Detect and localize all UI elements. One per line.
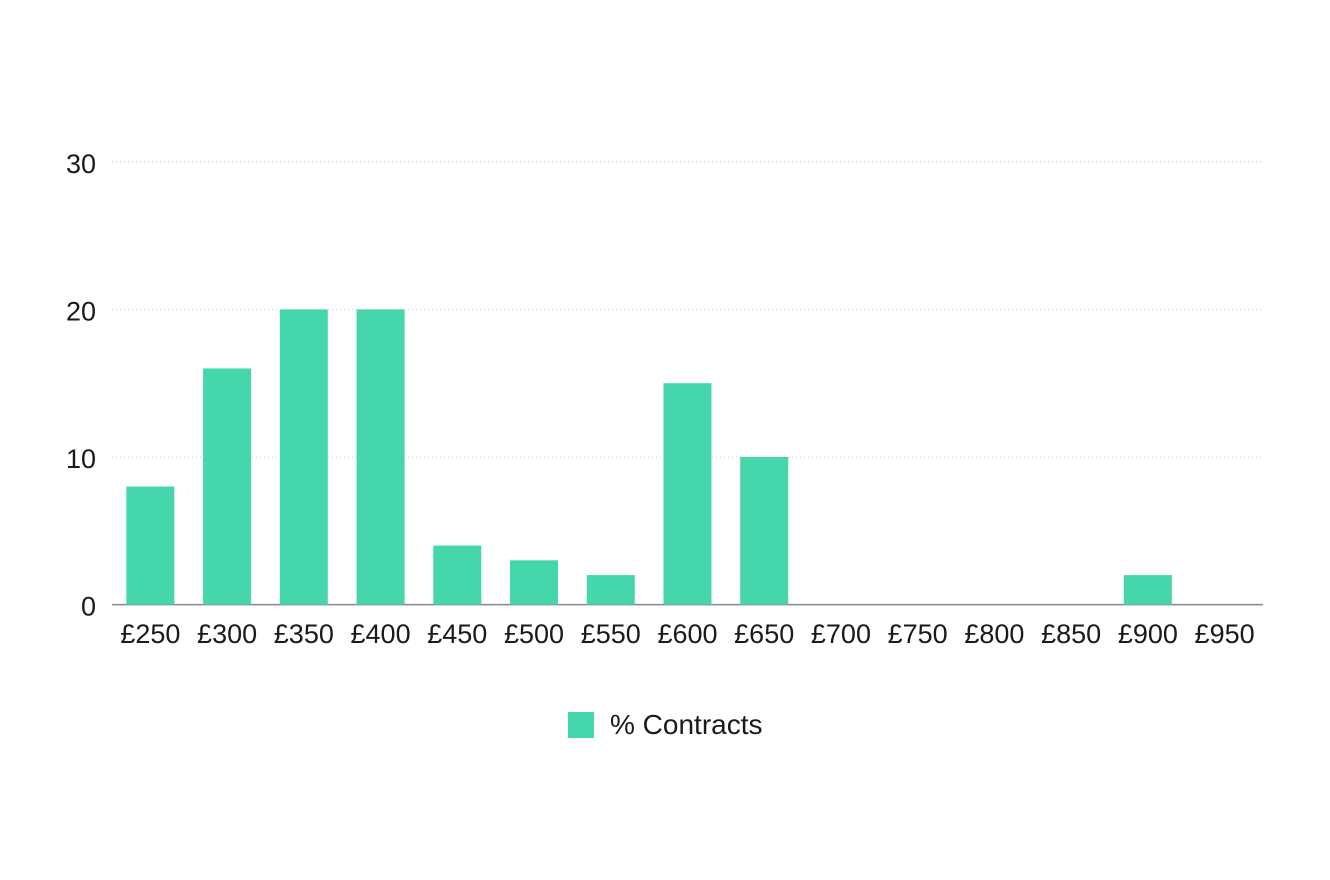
svg-text:10: 10	[66, 444, 96, 474]
svg-text:£600: £600	[657, 619, 717, 649]
svg-text:£850: £850	[1041, 619, 1101, 649]
svg-text:£750: £750	[888, 619, 948, 649]
svg-text:£700: £700	[811, 619, 871, 649]
svg-text:£900: £900	[1118, 619, 1178, 649]
svg-text:£550: £550	[581, 619, 641, 649]
svg-text:£950: £950	[1195, 619, 1255, 649]
svg-text:£300: £300	[197, 619, 257, 649]
svg-text:£800: £800	[964, 619, 1024, 649]
svg-text:30: 30	[66, 149, 96, 179]
svg-text:£450: £450	[427, 619, 487, 649]
svg-text:20: 20	[66, 296, 96, 326]
svg-text:£350: £350	[274, 619, 334, 649]
svg-text:£250: £250	[120, 619, 180, 649]
svg-text:£400: £400	[351, 619, 411, 649]
svg-text:0: 0	[81, 592, 96, 622]
svg-text:£650: £650	[734, 619, 794, 649]
svg-text:£500: £500	[504, 619, 564, 649]
